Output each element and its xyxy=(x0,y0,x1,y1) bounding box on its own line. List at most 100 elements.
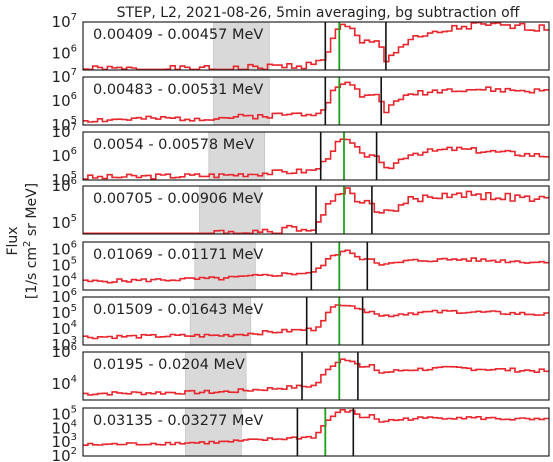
flux-series-line xyxy=(83,81,549,123)
y-tick-label: 105 xyxy=(52,213,77,232)
y-tick-base: 10 xyxy=(52,375,71,393)
figure-title: STEP, L2, 2021-08-26, 5min averaging, bg… xyxy=(117,5,520,21)
y-tick-label: 105 xyxy=(52,303,77,322)
y-tick-label: 106 xyxy=(52,176,77,195)
y-tick-exponent: 7 xyxy=(71,67,77,78)
flux-series-line xyxy=(83,358,549,396)
y-tick-label: 105 xyxy=(52,170,77,189)
y-tick-label: 106 xyxy=(52,44,77,63)
channel-energy-label: 0.01069 - 0.01171 MeV xyxy=(93,247,263,263)
y-tick-label: 105 xyxy=(52,256,77,275)
y-tick-label: 107 xyxy=(52,12,77,31)
flux-series-line xyxy=(83,21,549,71)
y-tick-exponent: 5 xyxy=(71,256,77,267)
y-tick-base: 10 xyxy=(52,241,71,259)
y-tick-base: 10 xyxy=(52,447,71,462)
panel-frame xyxy=(82,21,550,71)
y-tick-label: 107 xyxy=(52,67,77,86)
channel-energy-label: 0.00409 - 0.00457 MeV xyxy=(93,27,263,43)
y-tick-exponent: 6 xyxy=(71,240,77,251)
y-tick-base: 10 xyxy=(52,419,71,437)
y-tick-exponent: 5 xyxy=(71,115,77,126)
y-tick-exponent: 4 xyxy=(71,418,77,429)
y-tick-exponent: 6 xyxy=(71,146,77,157)
y-tick-label: 107 xyxy=(52,122,77,141)
y-tick-exponent: 6 xyxy=(71,176,77,187)
y-tick-label: 102 xyxy=(52,446,77,462)
y-tick-base: 10 xyxy=(52,92,71,110)
channel-energy-label: 0.03135 - 0.03277 MeV xyxy=(93,413,263,429)
y-tick-base: 10 xyxy=(52,288,71,306)
y-tick-exponent: 6 xyxy=(71,44,77,55)
y-tick-label: 106 xyxy=(52,240,77,259)
y-tick-exponent: 6 xyxy=(71,342,77,353)
y-tick-base: 10 xyxy=(52,406,71,424)
y-tick-base: 10 xyxy=(52,320,71,338)
y-tick-label: 106 xyxy=(52,287,77,306)
y-tick-label: 105 xyxy=(52,405,77,424)
y-tick-label: 104 xyxy=(52,319,77,338)
y-tick-label: 106 xyxy=(52,342,77,361)
y-tick-base: 10 xyxy=(52,147,71,165)
y-tick-exponent: 6 xyxy=(71,287,77,298)
y-tick-base: 10 xyxy=(52,336,71,354)
channel-energy-label: 0.0054 - 0.00578 MeV xyxy=(93,137,254,153)
y-tick-label: 104 xyxy=(52,272,77,291)
panel-frame xyxy=(82,76,550,126)
y-tick-label: 105 xyxy=(52,115,77,134)
y-axis-label-units-pre: [1/s cm xyxy=(24,247,40,299)
panel-frame xyxy=(82,351,550,401)
y-tick-base: 10 xyxy=(52,123,71,141)
y-tick-base: 10 xyxy=(52,343,71,361)
flux-series-line xyxy=(83,187,549,235)
y-tick-label: 106 xyxy=(52,146,77,165)
y-tick-exponent: 5 xyxy=(71,405,77,416)
y-axis-label-line2: [1/s cm2 sr MeV] xyxy=(22,183,40,299)
flux-series-line xyxy=(83,304,549,340)
y-tick-exponent: 7 xyxy=(71,122,77,133)
y-tick-exponent: 4 xyxy=(71,319,77,330)
channel-energy-label: 0.01509 - 0.01643 MeV xyxy=(93,302,263,318)
y-axis-label-line1: Flux xyxy=(5,226,21,255)
y-tick-base: 10 xyxy=(52,116,71,134)
panel-frame xyxy=(82,185,550,235)
channel-energy-label: 0.00705 - 0.00906 MeV xyxy=(93,191,263,207)
y-tick-label: 106 xyxy=(52,91,77,110)
y-tick-exponent: 4 xyxy=(71,272,77,283)
y-tick-base: 10 xyxy=(52,257,71,275)
panel-frame xyxy=(82,296,550,346)
y-axis-label-units-sup: 2 xyxy=(22,241,33,247)
y-axis-label-units-post: sr MeV] xyxy=(24,183,40,241)
y-tick-base: 10 xyxy=(52,304,71,322)
y-tick-base: 10 xyxy=(52,68,71,86)
y-tick-exponent: 5 xyxy=(71,213,77,224)
panel-frame xyxy=(82,131,550,181)
y-tick-label: 103 xyxy=(52,335,77,354)
y-tick-exponent: 4 xyxy=(71,374,77,385)
y-tick-base: 10 xyxy=(52,214,71,232)
y-tick-base: 10 xyxy=(52,273,71,291)
y-tick-exponent: 5 xyxy=(71,170,77,181)
flux-series-line xyxy=(83,138,549,180)
y-tick-base: 10 xyxy=(52,177,71,195)
background-window-shade xyxy=(208,131,266,181)
flux-series-line xyxy=(83,249,549,284)
y-tick-base: 10 xyxy=(52,433,71,451)
background-window-shade xyxy=(199,185,261,235)
panel-frame xyxy=(82,241,550,291)
y-tick-base: 10 xyxy=(52,45,71,63)
y-tick-exponent: 7 xyxy=(71,12,77,23)
y-tick-exponent: 5 xyxy=(71,303,77,314)
y-tick-exponent: 3 xyxy=(71,432,77,443)
y-tick-label: 104 xyxy=(52,374,77,393)
y-tick-label: 104 xyxy=(52,418,77,437)
